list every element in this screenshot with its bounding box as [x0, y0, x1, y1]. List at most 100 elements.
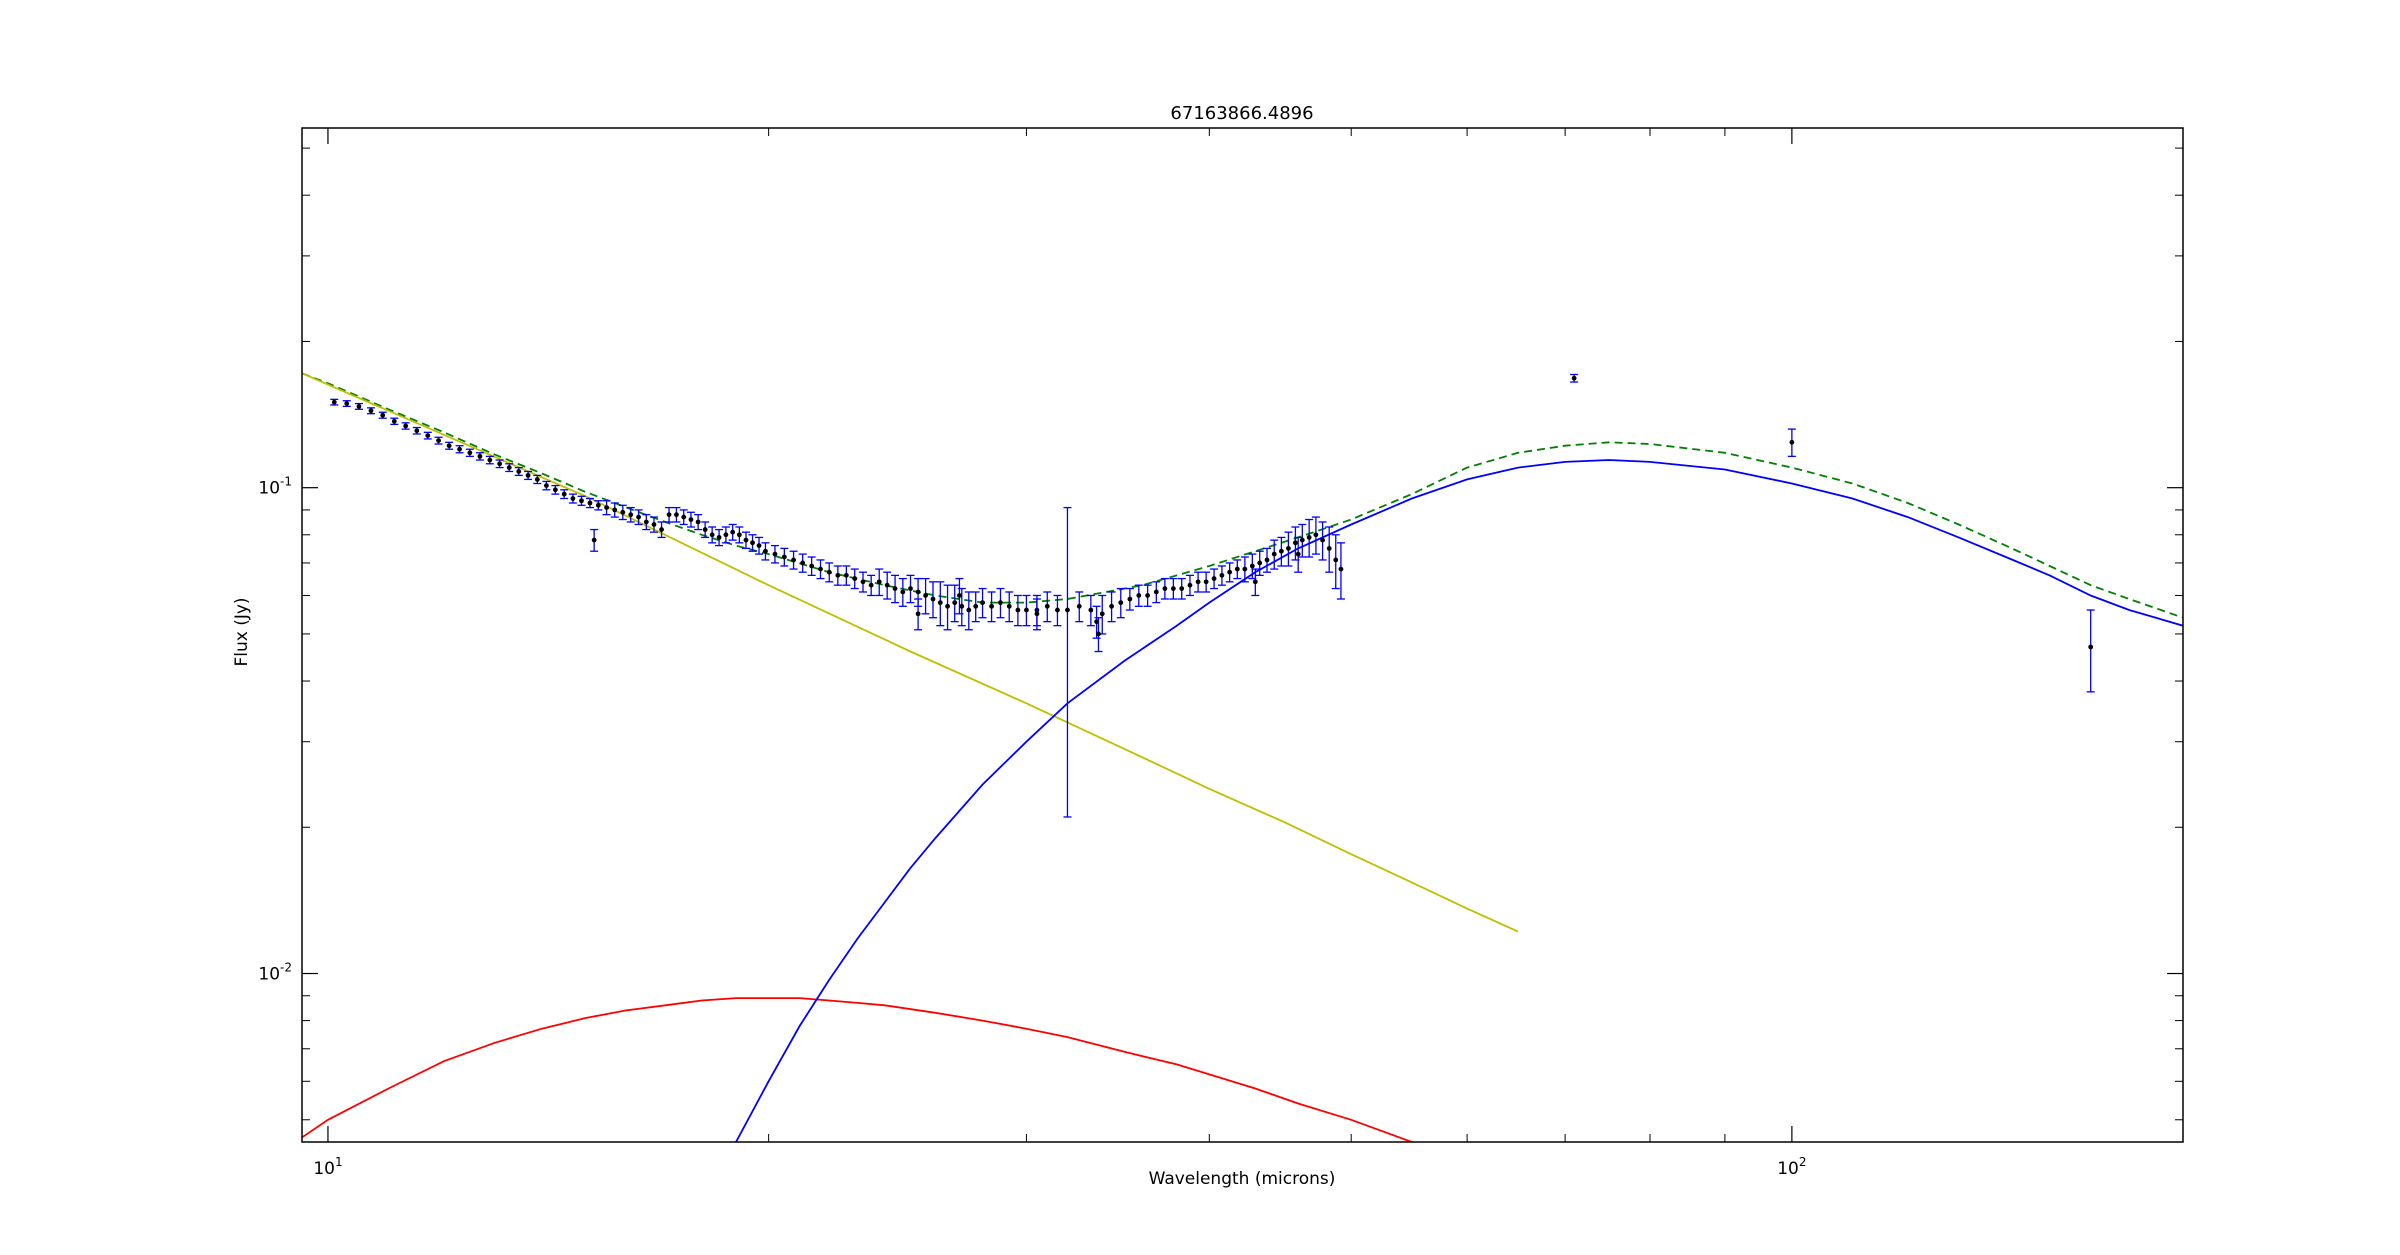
x-axis-label: Wavelength (microns) [1149, 1169, 1336, 1189]
data-point-group [708, 526, 717, 544]
data-point-group [898, 577, 907, 607]
data-point-group [505, 463, 514, 473]
plot-frame [301, 127, 2184, 1143]
data-point [425, 433, 431, 439]
data-point-group [679, 509, 688, 526]
data-point-group [1284, 531, 1293, 567]
data-point [570, 496, 576, 501]
data-point [1286, 545, 1291, 551]
data-point-group [455, 445, 464, 454]
powerlaw-curve [302, 372, 1519, 933]
data-point [800, 560, 806, 566]
data-point-group [1311, 516, 1320, 555]
data-point [945, 603, 950, 609]
data-point [403, 423, 409, 429]
data-point [930, 596, 936, 602]
data-point [681, 514, 687, 520]
data-point-group [1251, 568, 1260, 597]
data-point [852, 576, 858, 581]
data-point-group [694, 514, 703, 531]
data-point-group [434, 436, 443, 445]
data-point-group [1336, 542, 1345, 600]
data-point-group [590, 528, 599, 552]
data-point [516, 469, 522, 474]
data-point [1219, 572, 1225, 578]
data-point [750, 540, 755, 546]
data-point [674, 512, 679, 518]
data-point-group [1086, 594, 1095, 627]
data-point [1249, 563, 1255, 569]
data-point [543, 483, 549, 488]
data-point [436, 438, 441, 444]
data-point [487, 457, 493, 463]
data-point-group [770, 544, 779, 564]
data-point [380, 412, 386, 418]
data-point [1076, 603, 1082, 609]
data-point [1306, 535, 1312, 540]
data-point-group [850, 568, 859, 590]
plot-area [302, 372, 2183, 1142]
data-point [1234, 566, 1240, 572]
data-point [356, 404, 362, 409]
data-point [1252, 579, 1258, 585]
data-point-group [1225, 562, 1234, 583]
data-point [1096, 631, 1101, 637]
data-point-group [1210, 568, 1219, 590]
data-point [620, 509, 626, 515]
data-point-group [1263, 547, 1272, 573]
data-point-group [1094, 617, 1103, 653]
data-point-group [1255, 550, 1264, 577]
data-point-group [1233, 559, 1242, 580]
data-point-group [1143, 584, 1152, 607]
data-point-group [906, 574, 915, 604]
data-point-group [936, 581, 945, 627]
data-point-group [1005, 591, 1014, 623]
data-point [534, 477, 540, 482]
data-point-group [721, 526, 730, 544]
y-axis-label: Flux (Jy) [232, 597, 252, 666]
data-point-group [957, 587, 966, 627]
data-point-group [780, 547, 789, 567]
data-point-group [354, 402, 363, 410]
data-point [1242, 566, 1248, 572]
data-point-group [943, 584, 952, 631]
data-point-group [445, 441, 454, 450]
data-point-group [914, 598, 923, 631]
data-point-group [1294, 536, 1303, 573]
data-point-group [560, 489, 569, 500]
data-point [587, 500, 593, 506]
data-point [579, 498, 584, 504]
data-point [477, 453, 483, 459]
data-point [791, 557, 796, 563]
data-point [1015, 607, 1021, 613]
data-point-group [1032, 598, 1041, 631]
data-point [1333, 557, 1339, 563]
data-point-group [748, 534, 757, 552]
data-point [973, 603, 979, 609]
data-point [446, 443, 452, 449]
data-point-group [551, 484, 560, 495]
data-point [591, 537, 597, 543]
data-point-group [657, 521, 666, 539]
data-point [908, 586, 913, 591]
data-point [497, 461, 503, 467]
data-point [1055, 607, 1060, 613]
data-point-group [485, 455, 494, 465]
data-point [1170, 586, 1176, 591]
data-point [1313, 532, 1319, 538]
data-point [643, 519, 649, 525]
data-point [604, 505, 609, 510]
data-point [1338, 566, 1344, 572]
data-point [1195, 579, 1201, 585]
data-point-group [964, 591, 973, 631]
data-point [1278, 548, 1284, 554]
data-point-group [634, 509, 643, 526]
data-point-group [1217, 565, 1226, 586]
data-point [980, 600, 985, 606]
data-point [666, 512, 672, 518]
data-point [391, 418, 397, 424]
data-point [688, 517, 694, 522]
data-point-group [401, 422, 410, 430]
data-point-group [1194, 571, 1203, 593]
